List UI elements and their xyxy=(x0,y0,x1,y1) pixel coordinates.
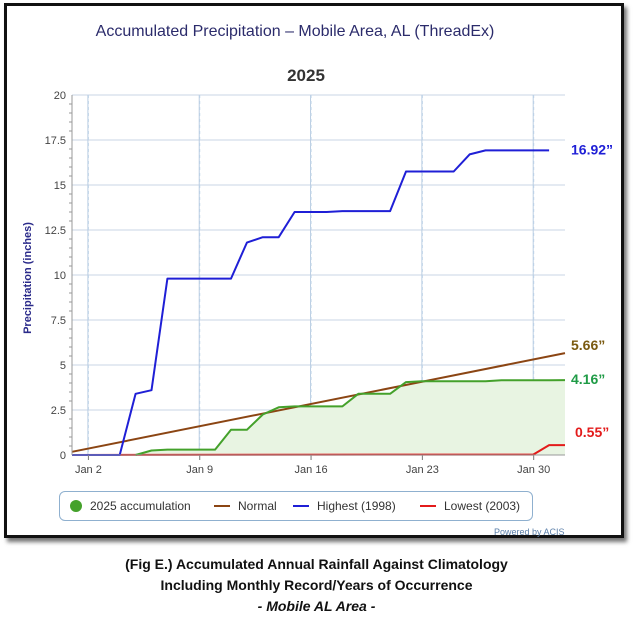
y-tick-label: 5 xyxy=(60,360,66,372)
y-tick-label: 7.5 xyxy=(51,315,66,327)
legend-normal-label: Normal xyxy=(238,499,277,513)
chart-title: Accumulated Precipitation – Mobile Area,… xyxy=(96,23,495,40)
y-axis-label: Precipitation (inches) xyxy=(22,222,34,334)
legend-lowest-line-icon xyxy=(420,505,436,507)
legend-item-normal[interactable]: Normal xyxy=(214,499,277,513)
accumulation-area-fill xyxy=(135,380,565,455)
chart-legend: 2025 accumulation Normal Highest (1998) … xyxy=(59,491,533,521)
y-tick-label: 10 xyxy=(54,270,66,282)
chart-subtitle: 2025 xyxy=(287,66,325,85)
y-tick-label: 2.5 xyxy=(51,405,66,417)
legend-item-accumulation[interactable]: 2025 accumulation xyxy=(70,499,191,513)
legend-item-highest[interactable]: Highest (1998) xyxy=(293,499,396,513)
accumulation-series-line xyxy=(135,379,566,456)
normal-series-line xyxy=(71,352,566,453)
legend-item-lowest[interactable]: Lowest (2003) xyxy=(420,499,520,513)
x-tick-label: Jan 30 xyxy=(517,464,550,476)
x-tick-label: Jan 9 xyxy=(186,464,213,476)
highest-series-line xyxy=(72,149,550,456)
legend-lowest-label: Lowest (2003) xyxy=(444,499,521,513)
y-tick-label: 20 xyxy=(54,90,66,102)
caption-line-3: - Mobile AL Area - xyxy=(257,598,376,614)
legend-accumulation-dot-icon xyxy=(70,500,82,512)
chart-frame: Accumulated Precipitation – Mobile Area,… xyxy=(4,3,624,538)
lowest-end-label: 0.55” xyxy=(575,424,609,440)
y-tick-label: 0 xyxy=(60,450,66,462)
powered-by-acis-link[interactable]: Powered by ACIS xyxy=(494,527,565,537)
end-label-layer: 16.92” 5.66” 4.16” 0.55” xyxy=(571,141,613,440)
y-tick-label: 17.5 xyxy=(45,135,66,147)
legend-highest-label: Highest (1998) xyxy=(317,499,396,513)
x-tick-label: Jan 23 xyxy=(406,464,439,476)
x-tick-label: Jan 16 xyxy=(295,464,328,476)
y-tick-label: 12.5 xyxy=(45,225,66,237)
legend-accumulation-label: 2025 accumulation xyxy=(90,499,191,513)
y-tick-label: 15 xyxy=(54,180,66,192)
normal-end-label: 5.66” xyxy=(571,337,605,353)
precipitation-chart: Accumulated Precipitation – Mobile Area,… xyxy=(22,23,613,476)
legend-highest-line-icon xyxy=(293,505,309,507)
axis-layer: 0 2.5 5 7.5 10 12.5 15 17.5 20 Jan 2 Jan 9 Jan 16 Ja… xyxy=(45,90,565,476)
caption-line-1: (Fig E.) Accumulated Annual Rainfall Aga… xyxy=(125,556,508,572)
caption-line-2: Including Monthly Record/Years of Occurr… xyxy=(160,577,473,593)
highest-end-label: 16.92” xyxy=(571,141,613,157)
accumulation-fill-layer xyxy=(135,380,565,455)
accumulation-end-label: 4.16” xyxy=(571,371,605,387)
x-tick-label: Jan 2 xyxy=(75,464,102,476)
legend-normal-line-icon xyxy=(214,505,230,507)
